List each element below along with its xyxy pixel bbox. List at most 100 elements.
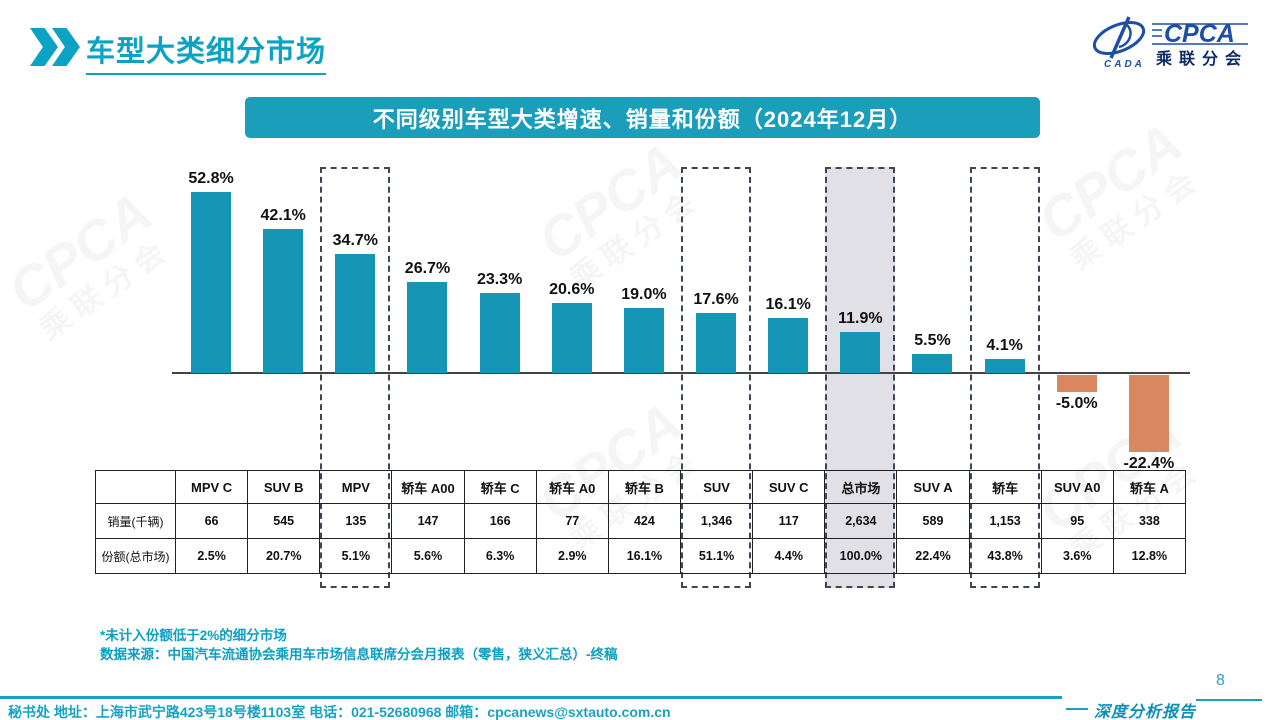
table-cell: 95 [1040, 503, 1114, 539]
column-header: SUV B [247, 470, 321, 504]
highlight-box-7 [680, 167, 752, 588]
bar-轿车 A0 [551, 302, 592, 373]
table-cell: 100.0% [824, 538, 898, 574]
table-cell: 117 [752, 503, 826, 539]
table-cell: 2.5% [174, 538, 249, 574]
bar-value-label: 23.3% [476, 271, 523, 289]
bar-轿车 A00 [407, 281, 448, 373]
cpca-logo-graphic: CADA CPCA 乘联分会 [1092, 16, 1248, 70]
page-number: 8 [1216, 672, 1225, 689]
table-cell: 2.9% [535, 538, 609, 574]
table-cell: 77 [535, 503, 609, 539]
bar-value-label: 34.7% [332, 232, 379, 250]
x-axis-line [172, 372, 1190, 374]
footer-divider [0, 696, 1062, 699]
svg-text:CPCA: CPCA [1164, 20, 1235, 48]
footnote-data-source: 数据来源：中国汽车流通协会乘用车市场信息联席分会月报表（零售，狭义汇总）-终稿 [100, 646, 618, 662]
table-cell: 147 [391, 503, 465, 539]
watermark-text: 乘联分会 [1064, 161, 1208, 277]
column-header: 轿车 B [607, 470, 681, 504]
column-header: SUV C [752, 470, 826, 504]
column-header: 轿车 A00 [391, 470, 465, 504]
chevron-icon [30, 28, 58, 66]
table-cell: 6.3% [463, 538, 537, 574]
table-cell: 5.1% [319, 538, 393, 574]
column-header: 轿车 A0 [535, 470, 609, 504]
bar-value-label: 19.0% [621, 286, 667, 304]
table-cell: 589 [896, 503, 970, 539]
watermark-text: CPCA [1026, 110, 1193, 253]
column-header: SUV A [896, 470, 970, 504]
bar-value-label: 52.8% [188, 170, 234, 188]
table-cell: 43.8% [968, 538, 1042, 574]
table-cell: 545 [247, 503, 321, 539]
bar-value-label: -5.0% [1055, 395, 1098, 413]
svg-text:乘联分会: 乘联分会 [1155, 49, 1248, 68]
bar-value-label: 20.6% [549, 280, 595, 298]
table-cell: 166 [463, 503, 537, 539]
table-cell: 12.8% [1112, 538, 1186, 574]
report-label-line [1196, 699, 1262, 701]
report-label-dash [1066, 708, 1088, 710]
bar-轿车 A [1128, 375, 1169, 452]
column-header: 轿车 [968, 470, 1042, 504]
table-cell: 4.4% [752, 538, 826, 574]
bar-value-label: 17.6% [693, 290, 739, 308]
table-cell: 22.4% [896, 538, 970, 574]
row-header: 份额(总市场) [95, 538, 176, 574]
cpca-logo: CADA CPCA 乘联分会 [1088, 14, 1258, 75]
table-cell: 16.1% [607, 538, 681, 574]
bar-SUV [696, 312, 737, 373]
column-header: MPV [319, 470, 393, 504]
watermark-text: 乘联分会 [34, 231, 178, 347]
table-cell: 3.6% [1040, 538, 1114, 574]
svg-text:CADA: CADA [1104, 59, 1145, 70]
cpca-watermark: CPCA 乘联分会 [1026, 110, 1210, 278]
bar-value-label: 16.1% [765, 295, 811, 313]
highlight-box-2 [320, 167, 391, 588]
bar-SUV B [263, 229, 304, 373]
column-header: SUV A0 [1040, 470, 1114, 504]
bar-value-label: 11.9% [838, 310, 883, 328]
footnotes: *未计入份额低于2%的细分市场 数据来源：中国汽车流通协会乘用车市场信息联席分会… [100, 627, 618, 665]
highlight-box-11 [969, 167, 1040, 588]
bar-value-label: 5.5% [914, 332, 951, 350]
table-cell: 2,634 [824, 503, 898, 539]
bar-SUV A0 [1056, 375, 1097, 393]
table-row: 份额(总市场) 2.5% 20.7% 5.1% 5.6% 6.3% 2.9% 16.1% 51.… [95, 538, 1186, 574]
report-label: 深度分析报告 [1094, 702, 1197, 720]
bar-总市场 [840, 332, 881, 373]
bar-value-label: 42.1% [260, 207, 306, 225]
bar-轿车 C [479, 293, 520, 373]
bar-轿车 [984, 358, 1025, 373]
bar-value-label: -22.4% [1123, 454, 1175, 472]
bar-SUV C [768, 317, 809, 373]
watermark-text: CPCA [526, 130, 693, 273]
page-title: 车型大类细分市场 [86, 28, 327, 75]
bar-MPV C [191, 192, 232, 373]
table-cell: 338 [1112, 503, 1186, 539]
bar-轿车 B [623, 308, 664, 373]
bar-MPV [335, 254, 376, 373]
table-cell: 424 [607, 503, 681, 539]
row-header: 销量(千辆) [95, 503, 176, 539]
table-cell: 5.6% [391, 538, 465, 574]
footnote-share-threshold: *未计入份额低于2%的细分市场 [100, 628, 287, 643]
footer-contact: 秘书处 地址：上海市武宁路423号18号楼1103室 电话：021-526809… [8, 704, 671, 720]
table-cell: 66 [174, 503, 249, 539]
table-cell: 20.7% [247, 538, 321, 574]
table-row: 销量(千辆) 66 545 135 147 166 77 424 1,346 117 2,634 58… [95, 503, 1186, 539]
column-header: MPV C [174, 470, 249, 504]
cpca-watermark: CPCA 乘联分会 [0, 180, 180, 348]
table-cell: 135 [319, 503, 393, 539]
watermark-text: CPCA [0, 180, 163, 323]
column-header: 总市场 [824, 470, 898, 504]
table-cell: 1,346 [679, 503, 754, 539]
bar-value-label: 26.7% [404, 259, 451, 277]
bar-SUV A [912, 354, 953, 373]
table-cell: 1,153 [968, 503, 1042, 539]
chart-title-banner: 不同级别车型大类增速、销量和份额（2024年12月） [245, 97, 1040, 138]
column-header: 轿车 A [1112, 470, 1186, 504]
table-cell: 51.1% [679, 538, 754, 574]
